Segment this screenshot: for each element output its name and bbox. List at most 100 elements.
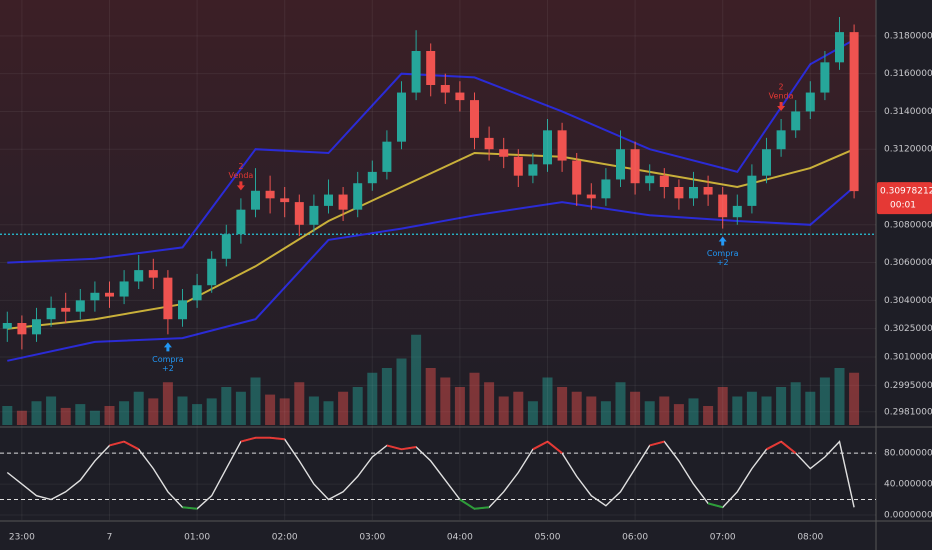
volume-bar <box>308 396 319 425</box>
candle-body <box>440 85 450 93</box>
x-tick-label: 7 <box>107 533 113 543</box>
volume-bar <box>104 406 115 425</box>
zone-segment <box>401 446 417 451</box>
signal-arrow <box>163 342 172 352</box>
candle-body <box>148 270 158 278</box>
signal-sub: 2 <box>779 83 784 92</box>
candle-body <box>513 156 523 176</box>
volume-bar <box>849 372 860 425</box>
zone-segment <box>109 440 125 447</box>
zone-segment <box>240 436 256 443</box>
x-tick-label: 01:00 <box>184 533 210 543</box>
zone-segment <box>386 444 402 451</box>
candle-body <box>616 149 625 180</box>
volume-bar <box>16 410 27 425</box>
volume-bar <box>206 398 217 425</box>
candle-body <box>382 141 392 172</box>
candle-body <box>557 130 567 161</box>
volume-bar <box>688 398 699 425</box>
volume-bar <box>367 372 378 425</box>
candle-body <box>61 307 71 312</box>
candle-body <box>17 323 27 335</box>
volume-bar <box>177 396 188 425</box>
volume-bar <box>396 358 407 425</box>
x-tick-label: 04:00 <box>447 533 473 543</box>
candle-body <box>499 149 509 157</box>
volume-bar <box>323 401 334 425</box>
volume-bar <box>484 382 495 425</box>
volume-bar <box>162 382 173 425</box>
volume-bar <box>600 401 611 425</box>
volume-bar <box>469 372 480 425</box>
volume-bar <box>761 396 772 425</box>
candle-body <box>470 100 479 138</box>
candle-body <box>528 164 538 176</box>
volume-bar <box>557 387 568 425</box>
candle-body <box>309 205 319 225</box>
zone-segment <box>123 440 140 451</box>
zone-segment <box>269 436 285 441</box>
x-tick-label: 07:00 <box>710 533 736 543</box>
volume-bar <box>133 391 144 425</box>
volume-bar <box>119 401 130 425</box>
candle-body <box>805 92 815 112</box>
volume-bar <box>279 398 290 425</box>
candle-body <box>747 175 757 206</box>
candle-body <box>791 111 801 131</box>
volume-bar <box>425 368 436 425</box>
y-tick-label: 80.00000000 <box>884 449 932 459</box>
candle-body <box>192 285 202 301</box>
volume-bar <box>221 387 232 425</box>
volume-bar <box>630 391 641 425</box>
volume-bar <box>250 377 261 425</box>
zone-segment <box>474 506 490 510</box>
signal-arrow <box>236 181 245 191</box>
candle-body <box>718 194 728 218</box>
candle-body <box>543 130 552 165</box>
candle-body <box>105 292 114 297</box>
zone-segment <box>532 440 548 451</box>
x-tick-label: 03:00 <box>359 533 385 543</box>
zone-segment <box>780 440 797 454</box>
volume-bar <box>819 377 830 425</box>
volume-bar <box>440 377 451 425</box>
candle-body <box>119 281 129 297</box>
volume-bar <box>498 396 509 425</box>
candle-body <box>674 187 684 199</box>
candle-body <box>46 307 56 320</box>
candle-body <box>397 92 406 142</box>
candle-body <box>835 32 844 63</box>
zone-segment <box>649 440 665 447</box>
candle-body <box>353 183 363 210</box>
y-tick-label: 0.29810000 <box>884 407 932 417</box>
candle-body <box>338 194 348 210</box>
volume-bar <box>703 406 714 425</box>
zone-segment <box>707 502 723 509</box>
candle-body <box>849 32 859 192</box>
candle-body <box>75 300 85 312</box>
candle-body <box>280 198 290 203</box>
volume-bar <box>338 391 349 425</box>
candle-body <box>367 171 377 184</box>
volume-bar <box>2 406 13 425</box>
volume-bar <box>732 396 743 425</box>
volume-bar <box>717 387 728 425</box>
volume-bar <box>454 387 465 425</box>
volume-bar <box>805 391 816 425</box>
candle-body <box>586 194 596 199</box>
volume-bar <box>513 391 524 425</box>
candle-body <box>134 270 144 282</box>
x-tick-label: 06:00 <box>622 533 648 543</box>
candle-body <box>820 62 830 93</box>
last-price-box <box>877 182 932 215</box>
volume-bar <box>31 401 42 425</box>
volume-bar <box>644 401 655 425</box>
signal-label: Venda <box>228 171 253 180</box>
candle-body <box>689 187 698 199</box>
